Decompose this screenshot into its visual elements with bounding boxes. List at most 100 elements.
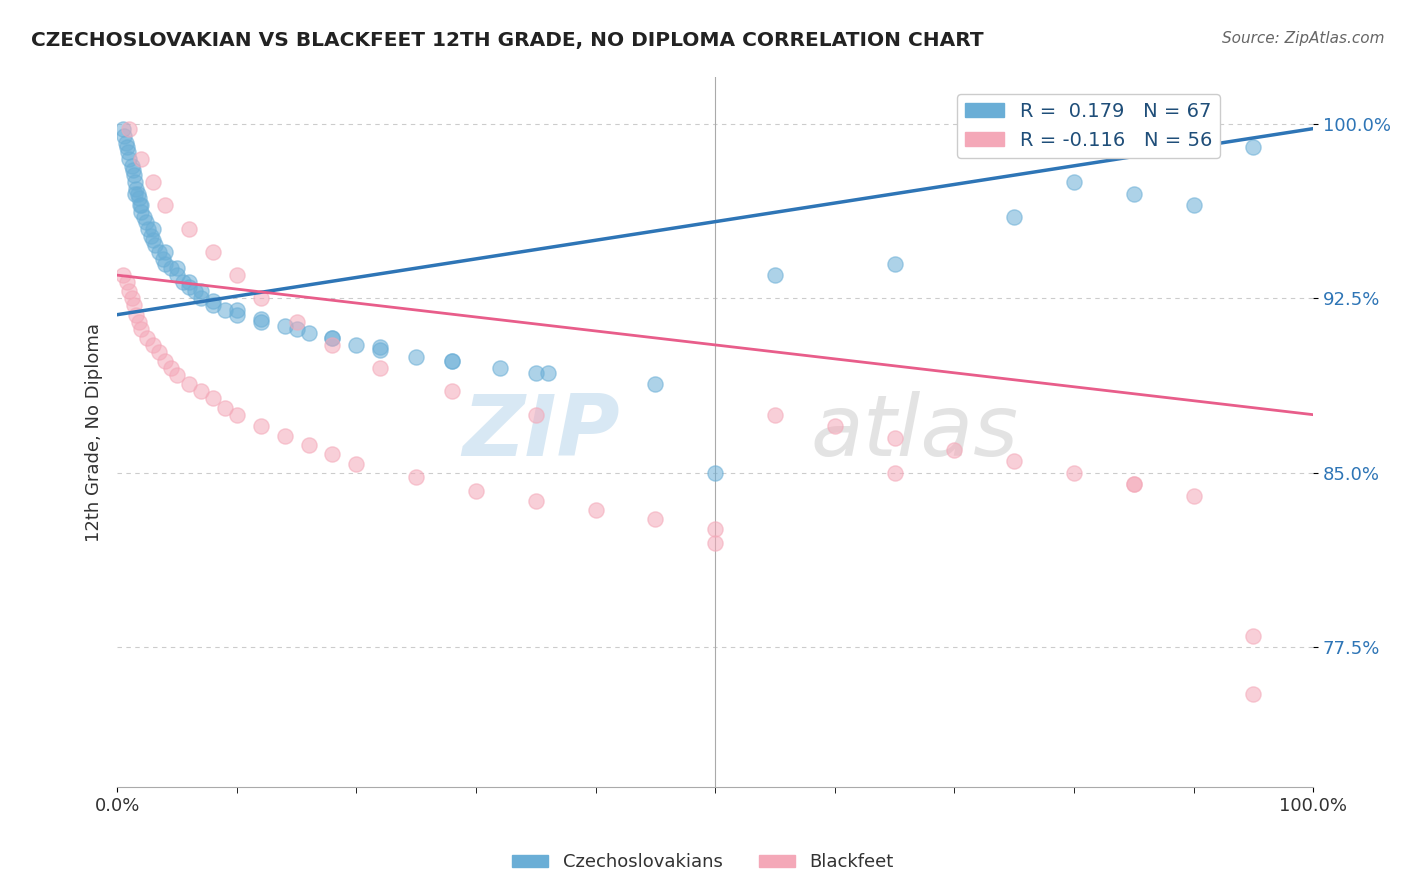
Point	[644, 512, 666, 526]
Point	[136, 331, 159, 345]
Point	[1002, 210, 1025, 224]
Point	[201, 244, 224, 259]
Point	[121, 292, 143, 306]
Point	[465, 484, 488, 499]
Point	[249, 315, 271, 329]
Point	[128, 191, 150, 205]
Point	[344, 457, 367, 471]
Point	[214, 303, 236, 318]
Point	[704, 522, 727, 536]
Point	[122, 298, 145, 312]
Point	[118, 285, 141, 299]
Point	[132, 210, 155, 224]
Point	[225, 308, 247, 322]
Point	[537, 366, 560, 380]
Point	[201, 392, 224, 406]
Point	[489, 361, 512, 376]
Legend: Czechoslovakians, Blackfeet: Czechoslovakians, Blackfeet	[505, 847, 901, 879]
Point	[145, 238, 167, 252]
Point	[118, 152, 141, 166]
Point	[1063, 466, 1085, 480]
Point	[273, 428, 295, 442]
Point	[441, 384, 464, 399]
Point	[142, 233, 165, 247]
Point	[321, 338, 343, 352]
Point	[883, 431, 905, 445]
Point	[184, 285, 207, 299]
Point	[824, 419, 846, 434]
Point	[142, 221, 165, 235]
Point	[122, 168, 145, 182]
Point	[1063, 175, 1085, 189]
Point	[201, 293, 224, 308]
Point	[117, 145, 139, 159]
Point	[405, 350, 427, 364]
Point	[1122, 477, 1144, 491]
Point	[124, 186, 146, 201]
Point	[249, 292, 271, 306]
Point	[160, 261, 183, 276]
Point	[441, 354, 464, 368]
Point	[115, 140, 138, 154]
Point	[121, 163, 143, 178]
Legend: R =  0.179   N = 67, R = -0.116   N = 56: R = 0.179 N = 67, R = -0.116 N = 56	[957, 95, 1220, 158]
Point	[344, 338, 367, 352]
Point	[225, 408, 247, 422]
Point	[114, 136, 136, 150]
Point	[112, 128, 135, 143]
Point	[1002, 454, 1025, 468]
Point	[139, 228, 162, 243]
Point	[177, 275, 200, 289]
Point	[125, 182, 148, 196]
Text: Source: ZipAtlas.com: Source: ZipAtlas.com	[1222, 31, 1385, 46]
Point	[190, 384, 212, 399]
Point	[285, 315, 308, 329]
Point	[943, 442, 966, 457]
Point	[112, 268, 135, 282]
Point	[763, 408, 786, 422]
Point	[127, 186, 149, 201]
Point	[118, 121, 141, 136]
Point	[1182, 489, 1205, 503]
Point	[142, 175, 165, 189]
Point	[297, 326, 319, 341]
Point	[136, 221, 159, 235]
Point	[370, 343, 392, 357]
Point	[370, 340, 392, 354]
Point	[321, 447, 343, 461]
Point	[153, 244, 176, 259]
Point	[148, 244, 170, 259]
Y-axis label: 12th Grade, No Diploma: 12th Grade, No Diploma	[86, 323, 103, 541]
Point	[129, 321, 152, 335]
Point	[124, 175, 146, 189]
Point	[585, 503, 607, 517]
Point	[214, 401, 236, 415]
Text: CZECHOSLOVAKIAN VS BLACKFEET 12TH GRADE, NO DIPLOMA CORRELATION CHART: CZECHOSLOVAKIAN VS BLACKFEET 12TH GRADE,…	[31, 31, 984, 50]
Point	[370, 361, 392, 376]
Point	[249, 312, 271, 326]
Point	[153, 198, 176, 212]
Point	[121, 159, 143, 173]
Point	[166, 368, 188, 383]
Point	[148, 345, 170, 359]
Point	[524, 366, 547, 380]
Point	[125, 308, 148, 322]
Point	[1243, 687, 1265, 701]
Point	[883, 466, 905, 480]
Point	[153, 354, 176, 368]
Point	[129, 152, 152, 166]
Point	[152, 252, 174, 266]
Point	[524, 493, 547, 508]
Point	[763, 268, 786, 282]
Point	[201, 298, 224, 312]
Point	[441, 354, 464, 368]
Point	[225, 268, 247, 282]
Point	[297, 438, 319, 452]
Point	[177, 279, 200, 293]
Point	[177, 377, 200, 392]
Point	[166, 261, 188, 276]
Point	[1122, 186, 1144, 201]
Point	[142, 338, 165, 352]
Point	[883, 256, 905, 270]
Point	[1122, 477, 1144, 491]
